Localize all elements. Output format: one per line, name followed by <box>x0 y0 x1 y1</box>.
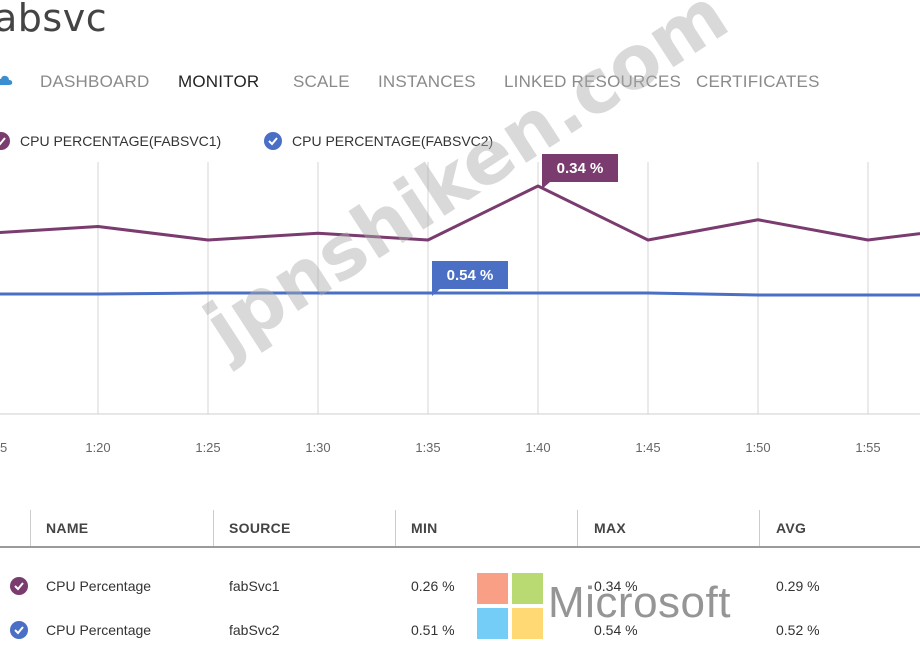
x-tick-label: 1:25 <box>195 440 220 455</box>
checkmark-icon[interactable] <box>10 621 28 639</box>
legend-label: CPU PERCENTAGE(FABSVC2) <box>292 133 494 149</box>
x-tick-label: 1:35 <box>415 440 440 455</box>
x-tick-label: 1:20 <box>85 440 110 455</box>
callout-label: 0.34 % <box>557 160 604 177</box>
series-line-1 <box>0 184 920 242</box>
value-callout-1: 0.34 % <box>542 154 618 189</box>
column-header-name[interactable]: NAME <box>46 520 89 536</box>
callout-label: 0.54 % <box>447 267 494 284</box>
microsoft-logo-text: Microsoft <box>548 578 731 627</box>
legend-item-fabsvc1[interactable]: CPU PERCENTAGE(FABSVC1) <box>0 132 221 150</box>
series-line-2 <box>0 291 920 297</box>
cell-max: 0.54 % <box>594 622 638 638</box>
tab-linked-resources[interactable]: LINKED RESOURCES <box>504 72 682 91</box>
cell-min: 0.51 % <box>411 622 455 638</box>
column-header-max[interactable]: MAX <box>594 520 627 536</box>
tab-certificates[interactable]: CERTIFICATES <box>696 72 820 91</box>
cell-name: CPU Percentage <box>46 622 152 638</box>
x-tick-label: 1:55 <box>855 440 880 455</box>
tab-monitor[interactable]: MONITOR <box>178 72 260 91</box>
cell-source: fabSvc2 <box>229 622 280 638</box>
x-tick-label: 5 <box>0 440 7 455</box>
legend-item-fabsvc2[interactable]: CPU PERCENTAGE(FABSVC2) <box>264 132 493 150</box>
x-tick-label: 1:40 <box>525 440 550 455</box>
x-tick-label: 1:50 <box>745 440 770 455</box>
checkmark-icon[interactable] <box>0 132 10 150</box>
page-title: absvc <box>0 0 108 40</box>
tab-dashboard[interactable]: DASHBOARD <box>40 72 150 91</box>
column-header-source[interactable]: SOURCE <box>229 520 291 536</box>
tab-instances[interactable]: INSTANCES <box>378 72 476 91</box>
legend-label: CPU PERCENTAGE(FABSVC1) <box>20 133 222 149</box>
x-tick-label: 1:30 <box>305 440 330 455</box>
cell-source: fabSvc1 <box>229 578 280 594</box>
cell-min: 0.26 % <box>411 578 455 594</box>
tab-scale[interactable]: SCALE <box>293 72 350 91</box>
checkmark-icon[interactable] <box>10 577 28 595</box>
cell-avg: 0.52 % <box>776 622 820 638</box>
x-tick-label: 1:45 <box>635 440 660 455</box>
cell-avg: 0.29 % <box>776 578 820 594</box>
value-callout-2: 0.54 % <box>432 261 508 296</box>
column-header-avg[interactable]: AVG <box>776 520 807 536</box>
checkmark-icon[interactable] <box>264 132 282 150</box>
cell-max: 0.34 % <box>594 578 638 594</box>
column-header-min[interactable]: MIN <box>411 520 438 536</box>
cpu-line-chart: 0.34 % 0.54 % 5 1:20 1:25 1:30 1:35 1:40 1:45 1:… <box>0 154 920 455</box>
cell-name: CPU Percentage <box>46 578 152 594</box>
cloud-service-icon <box>0 75 13 85</box>
